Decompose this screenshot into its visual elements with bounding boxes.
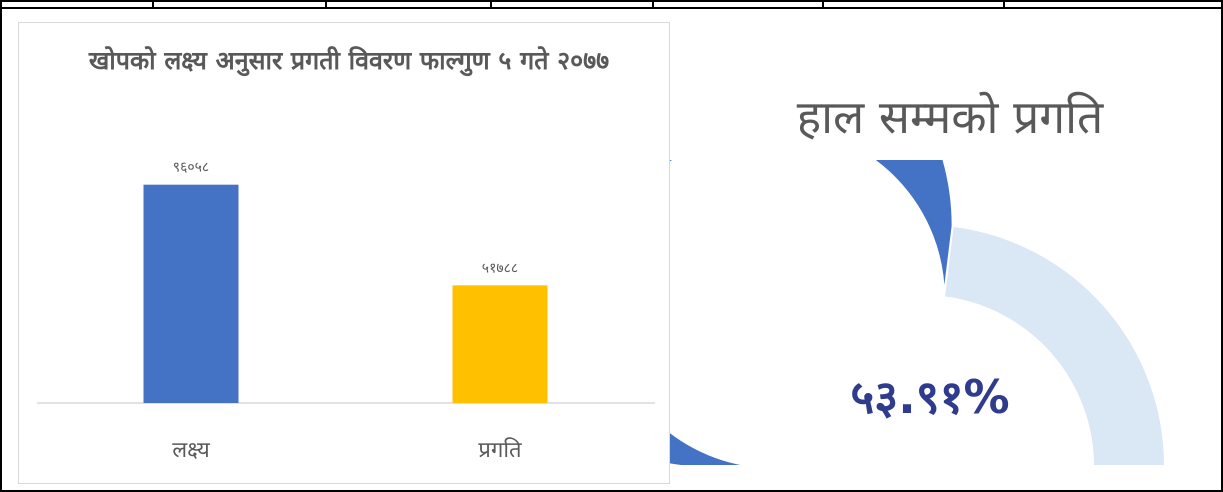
table-column-divider — [652, 0, 654, 9]
table-row-border — [0, 7, 1223, 9]
table-column-divider — [152, 0, 154, 9]
gauge-progress-arc — [670, 160, 954, 467]
table-column-divider — [490, 0, 492, 9]
gauge-value-label: ५३.९१% — [850, 370, 1010, 424]
gauge-remaining-arc — [942, 224, 1167, 467]
table-left-border — [0, 0, 2, 492]
category-label: लक्ष्य — [172, 438, 211, 463]
table-column-divider — [1003, 0, 1005, 9]
table-right-border — [1221, 0, 1223, 492]
gauge-chart — [670, 160, 1167, 467]
data-label: ५१७८८ — [482, 260, 518, 276]
category-label: प्रगति — [478, 437, 522, 463]
bar-chart-title: खोपको लक्ष्य अनुसार प्रगती विवरण फाल्गुण… — [88, 46, 610, 75]
bar-chart: ९६०५८ लक्ष्य ५१७८८ प्रगति — [37, 160, 655, 463]
table-bottom-border — [0, 490, 1223, 492]
bar-chart-panel: खोपको लक्ष्य अनुसार प्रगती विवरण फाल्गुण… — [18, 22, 670, 484]
bar-2 — [452, 285, 548, 403]
data-label: ९६०५८ — [173, 160, 209, 176]
table-top-border — [0, 0, 1223, 2]
table-column-divider — [822, 0, 824, 9]
table-column-divider — [325, 0, 327, 9]
gauge-title: हाल सम्मको प्रगति — [796, 90, 1104, 144]
bar-1 — [143, 184, 239, 403]
